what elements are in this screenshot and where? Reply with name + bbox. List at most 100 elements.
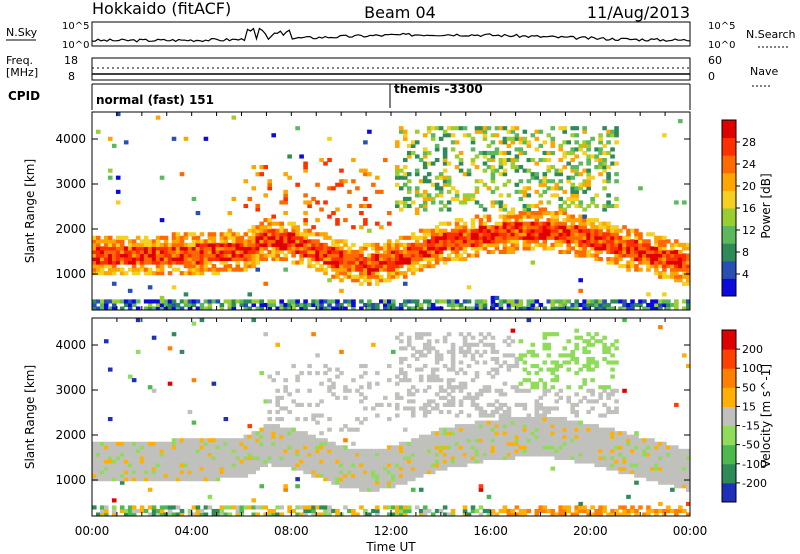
- heatmap-cell: [614, 339, 619, 344]
- heatmap-cell: [526, 186, 532, 191]
- heatmap-cell: [602, 179, 607, 184]
- heatmap-cell: [686, 466, 690, 471]
- heatmap-cell: [394, 260, 400, 265]
- heatmap-cell: [347, 480, 352, 485]
- heatmap-cell: [642, 459, 647, 464]
- heatmap-cell: [239, 249, 245, 255]
- heatmap-cell: [614, 140, 619, 145]
- heatmap-cell: [135, 349, 141, 354]
- heatmap-cell: [275, 249, 280, 255]
- n-sky-label: N.Sky: [6, 26, 38, 39]
- heatmap-cell: [339, 278, 344, 283]
- heatmap-cell: [299, 505, 304, 510]
- heatmap-cell: [590, 242, 595, 247]
- heatmap-cell: [486, 445, 492, 450]
- heatmap-cell: [674, 200, 679, 205]
- heatmap-cell: [498, 363, 504, 369]
- heatmap-cell: [367, 172, 372, 177]
- heatmap-cell: [610, 462, 615, 468]
- heatmap-cell: [311, 264, 316, 269]
- heatmap-cell: [311, 232, 316, 237]
- heatmap-cell: [486, 508, 492, 514]
- heatmap-cell: [151, 455, 157, 461]
- heatmap-cell: [450, 232, 456, 237]
- heatmap-cell: [187, 452, 193, 457]
- heatmap-cell: [634, 232, 639, 237]
- heatmap-cell: [195, 448, 201, 453]
- heatmap-cell: [299, 242, 304, 247]
- heatmap-cell: [323, 455, 328, 461]
- heatmap-cell: [103, 508, 109, 514]
- heatmap-cell: [630, 249, 635, 255]
- heatmap-cell: [646, 253, 651, 258]
- heatmap-cell: [311, 455, 316, 461]
- heatmap-cell: [335, 395, 340, 400]
- heatmap-cell: [666, 306, 671, 310]
- heatmap-cell: [458, 242, 464, 247]
- heatmap-cell: [243, 203, 249, 209]
- heatmap-cell: [211, 249, 217, 255]
- heatmap-cell: [410, 253, 416, 258]
- heatmap-cell: [538, 143, 544, 148]
- heatmap-cell: [570, 246, 575, 251]
- heatmap-cell: [678, 470, 683, 475]
- n-search-label: N.Search: [746, 28, 796, 41]
- heatmap-cell: [578, 424, 583, 429]
- heatmap-cell: [598, 299, 603, 304]
- heatmap-cell: [586, 356, 591, 362]
- heatmap-cell: [490, 232, 496, 237]
- heatmap-cell: [434, 126, 440, 131]
- heatmap-cell: [510, 211, 516, 216]
- heatmap-cell: [434, 239, 440, 244]
- heatmap-cell: [514, 165, 520, 170]
- heatmap-cell: [562, 353, 568, 358]
- heatmap-cell: [331, 246, 336, 251]
- heatmap-cell: [406, 235, 412, 240]
- heatmap-cell: [602, 207, 607, 212]
- heatmap-cell: [506, 129, 512, 134]
- heatmap-cell: [347, 264, 352, 269]
- heatmap-cell: [414, 302, 420, 308]
- heatmap-cell: [387, 402, 392, 407]
- heatmap-cell: [662, 242, 667, 247]
- heatmap-cell: [219, 473, 225, 478]
- heatmap-cell: [458, 409, 464, 415]
- heatmap-cell: [115, 462, 121, 468]
- heatmap-cell: [574, 360, 579, 365]
- heatmap-cell: [586, 455, 591, 461]
- heatmap-cell: [534, 225, 540, 230]
- heatmap-cell: [590, 441, 595, 446]
- heatmap-cell: [482, 214, 488, 219]
- heatmap-cell: [610, 260, 615, 265]
- heatmap-cell: [127, 302, 133, 308]
- heatmap-cell: [371, 448, 376, 453]
- heatmap-cell: [275, 242, 280, 247]
- heatmap-cell: [634, 512, 639, 516]
- heatmap-cell: [662, 448, 667, 453]
- heatmap-cell: [163, 455, 169, 461]
- heatmap-cell: [307, 256, 312, 262]
- heatmap-cell: [339, 480, 344, 485]
- heatmap-cell: [131, 299, 137, 304]
- heatmap-cell: [275, 221, 280, 226]
- heatmap-cell: [402, 505, 408, 510]
- heatmap-cell: [111, 281, 117, 286]
- heatmap-cell: [574, 402, 579, 407]
- heatmap-cell: [179, 452, 185, 457]
- heatmap-cell: [614, 388, 619, 393]
- heatmap-cell: [251, 462, 257, 468]
- heatmap-cell: [139, 448, 145, 453]
- heatmap-cell: [143, 249, 149, 255]
- heatmap-cell: [434, 459, 440, 464]
- heatmap-cell: [95, 271, 101, 276]
- heatmap-cell: [131, 477, 137, 482]
- heatmap-cell: [99, 470, 105, 475]
- heatmap-cell: [359, 448, 364, 453]
- heatmap-cell: [211, 441, 217, 446]
- heatmap-cell: [506, 406, 512, 411]
- heatmap-cell: [462, 335, 468, 340]
- heatmap-cell: [430, 470, 436, 475]
- heatmap-cell: [339, 477, 344, 482]
- heatmap-cell: [143, 459, 149, 464]
- heatmap-cell: [275, 462, 280, 468]
